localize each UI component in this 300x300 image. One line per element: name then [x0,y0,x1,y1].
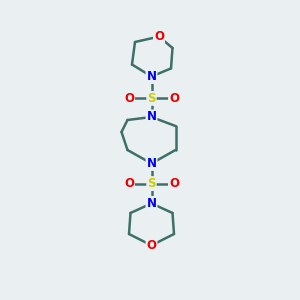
Text: O: O [146,239,157,252]
Text: N: N [146,70,157,83]
Text: O: O [169,92,179,105]
Text: S: S [147,177,156,190]
Text: O: O [169,177,179,190]
Text: N: N [146,157,157,170]
Text: S: S [147,92,156,105]
Text: O: O [154,30,164,43]
Text: N: N [146,110,157,124]
Text: O: O [124,92,134,105]
Text: O: O [124,177,134,190]
Text: N: N [146,197,157,210]
